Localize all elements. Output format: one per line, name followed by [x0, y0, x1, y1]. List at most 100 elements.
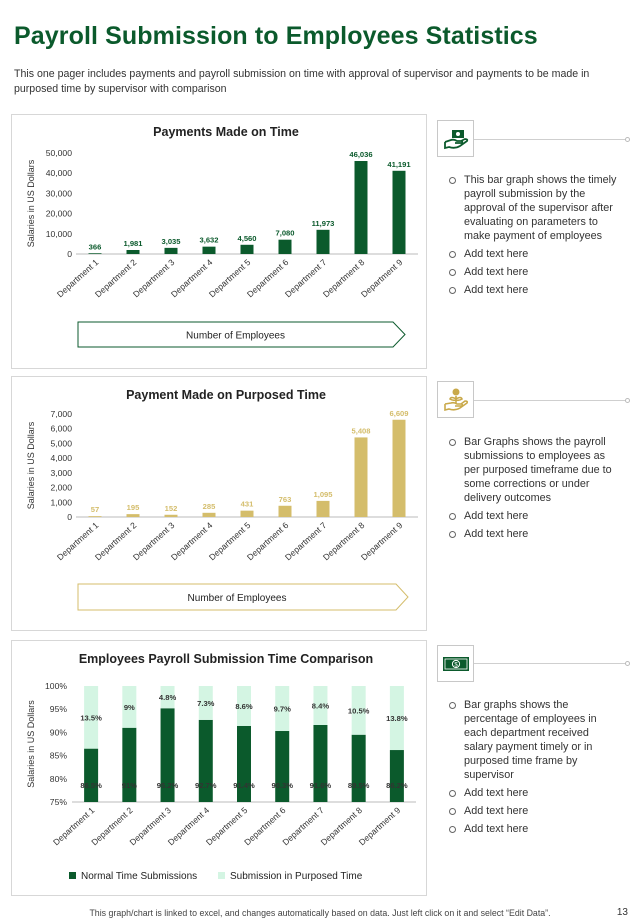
- x-axis-arrow: [77, 321, 406, 348]
- data-label: 7,080: [275, 229, 294, 238]
- x-axis-arrow: [77, 583, 409, 611]
- list-item: Add text here: [449, 265, 619, 279]
- bar: [278, 239, 292, 254]
- y-tick-label: 3,000: [50, 468, 72, 478]
- bar: [316, 500, 330, 517]
- divider-dot: [625, 398, 630, 403]
- bar-normal: [198, 719, 213, 802]
- money-plant-icon: [437, 381, 474, 418]
- bar: [202, 246, 216, 254]
- data-label: 57: [91, 505, 99, 514]
- chart-title: Payment Made on Purposed Time: [126, 388, 326, 402]
- bar-purposed: [275, 686, 290, 732]
- data-label: 285: [203, 502, 216, 511]
- bar: [354, 161, 368, 254]
- data-label: 366: [89, 242, 102, 251]
- y-tick-label: 90%: [50, 727, 68, 737]
- x-axis-label: Number of Employees: [188, 593, 287, 604]
- bar: [164, 514, 178, 517]
- page-number: 13: [616, 907, 628, 918]
- bar-purposed: [84, 686, 99, 749]
- bar: [126, 514, 140, 517]
- bar: [354, 437, 368, 517]
- list-item: Add text here: [449, 509, 619, 523]
- divider: [474, 400, 626, 401]
- bar-purposed: [313, 686, 328, 725]
- data-label-purposed: 10.5%: [348, 706, 370, 715]
- data-label-normal: 90.3%: [271, 781, 293, 790]
- legend-swatch-purposed: [218, 872, 225, 879]
- bar: [392, 419, 406, 517]
- list-item: Add text here: [449, 247, 619, 261]
- legend-swatch-normal: [69, 872, 76, 879]
- data-label-purposed: 7.3%: [197, 699, 215, 708]
- data-label-normal: 91.6%: [310, 781, 332, 790]
- data-label-normal: 92.7%: [195, 781, 217, 790]
- legend-label-normal: Normal Time Submissions: [81, 871, 197, 882]
- list-item: This bar graph shows the timely payroll …: [449, 173, 619, 243]
- bar: [392, 170, 406, 254]
- bar: [316, 229, 330, 254]
- data-label: 6,609: [389, 409, 408, 418]
- payments-on-time-chart: Payments Made on Time Salaries in US Doll…: [26, 125, 418, 348]
- data-label: 11,973: [312, 219, 335, 228]
- chart-title: Payments Made on Time: [153, 125, 299, 139]
- bar: [240, 244, 254, 254]
- data-label-purposed: 13.8%: [386, 714, 408, 723]
- data-label: 431: [241, 500, 254, 509]
- page-subtitle: This one pager includes payments and pay…: [14, 68, 590, 95]
- data-label-purposed: 9%: [124, 703, 135, 712]
- data-label-purposed: 8.6%: [235, 702, 253, 711]
- y-tick-label: 75%: [50, 797, 68, 807]
- y-axis-label: Salaries in US Dollars: [26, 421, 36, 509]
- bar: [126, 249, 140, 254]
- list-item: Add text here: [449, 786, 619, 800]
- bar-purposed: [351, 686, 366, 735]
- y-tick-label: 50,000: [46, 148, 73, 158]
- data-label: 46,036: [349, 150, 372, 159]
- bar-normal: [84, 748, 99, 802]
- data-label-normal: 91%: [122, 781, 137, 790]
- legend-label-purposed: Submission in Purposed Time: [230, 871, 363, 882]
- bar: [88, 516, 102, 517]
- list-item: Add text here: [449, 822, 619, 836]
- divider-dot: [625, 137, 630, 142]
- data-label: 1,981: [123, 239, 143, 248]
- data-label: 195: [127, 503, 140, 512]
- bullet-list-2: Bar Graphs shows the payroll submissions…: [449, 435, 619, 545]
- comparison-chart: Employees Payroll Submission Time Compar…: [26, 652, 416, 882]
- y-tick-label: 0: [67, 249, 72, 259]
- divider-dot: [625, 661, 630, 666]
- data-label: 41,191: [387, 160, 411, 169]
- data-label: 1,095: [313, 490, 333, 499]
- x-tick-label: Department 9: [359, 520, 405, 562]
- data-label-normal: 89.5%: [348, 781, 370, 790]
- y-tick-label: 40,000: [46, 168, 73, 178]
- bar: [278, 505, 292, 517]
- data-label-normal: 91.4%: [233, 781, 255, 790]
- data-label-normal: 86.5%: [80, 781, 102, 790]
- bar: [164, 247, 178, 254]
- y-tick-label: 10,000: [46, 229, 73, 239]
- y-tick-label: 95%: [50, 704, 68, 714]
- bullet-list-3: Bar graphs shows the percentage of emplo…: [449, 698, 619, 840]
- list-item: Bar graphs shows the percentage of emplo…: [449, 698, 619, 782]
- y-tick-label: 5,000: [50, 438, 72, 448]
- bar-normal: [275, 731, 290, 802]
- bullet-list-1: This bar graph shows the timely payroll …: [449, 173, 619, 301]
- y-tick-label: 0: [67, 512, 72, 522]
- data-label: 152: [165, 504, 178, 513]
- bar-purposed: [160, 686, 175, 709]
- data-label-purposed: 13.5%: [80, 713, 102, 722]
- bar: [88, 253, 102, 254]
- y-tick-label: 2,000: [50, 483, 72, 493]
- data-label: 3,632: [199, 236, 218, 245]
- page-title: Payroll Submission to Employees Statisti…: [14, 22, 538, 50]
- bar-normal: [122, 727, 137, 802]
- list-item: Bar Graphs shows the payroll submissions…: [449, 435, 619, 505]
- chart-panel-payments-on-time: Payments Made on Time Salaries in US Doll…: [11, 114, 427, 369]
- bar-purposed: [198, 686, 213, 720]
- x-axis-label: Number of Employees: [186, 331, 285, 342]
- data-label-purposed: 9.7%: [274, 705, 292, 714]
- chart-panel-comparison: Employees Payroll Submission Time Compar…: [11, 640, 427, 896]
